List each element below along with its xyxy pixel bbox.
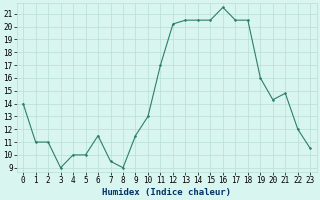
X-axis label: Humidex (Indice chaleur): Humidex (Indice chaleur) <box>102 188 231 197</box>
